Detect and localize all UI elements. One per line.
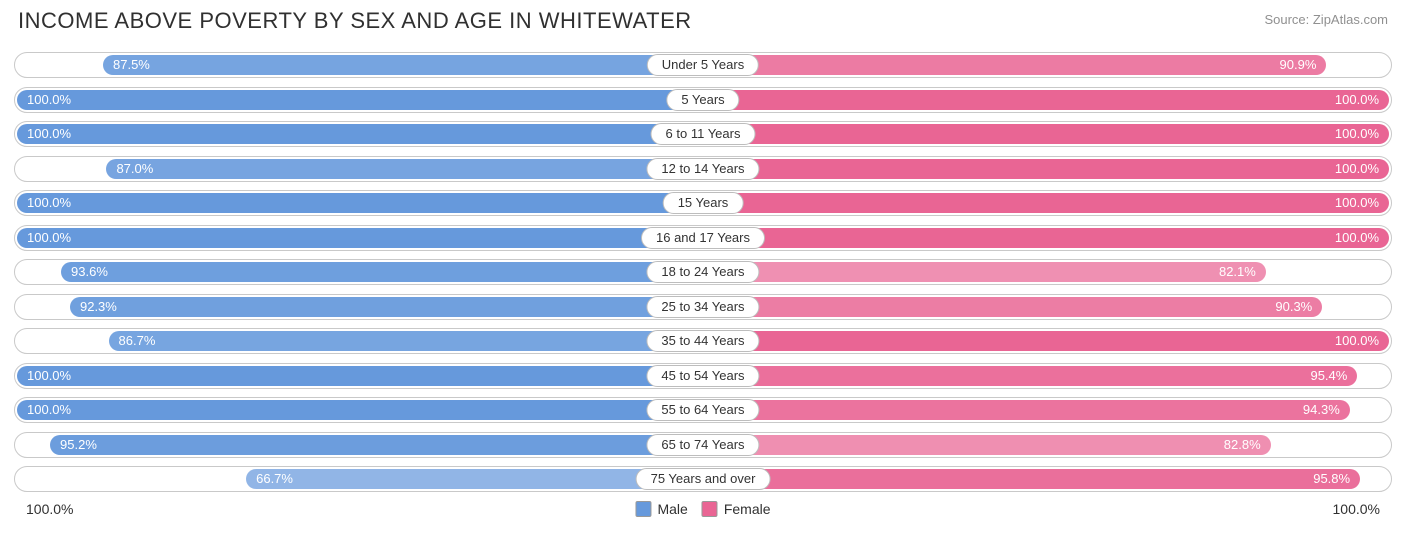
chart-row: 95.2%82.8%65 to 74 Years bbox=[14, 432, 1392, 458]
chart-row: 100.0%100.0%15 Years bbox=[14, 190, 1392, 216]
category-pill: 6 to 11 Years bbox=[651, 123, 756, 145]
legend-swatch bbox=[635, 501, 651, 517]
chart-title: INCOME ABOVE POVERTY BY SEX AND AGE IN W… bbox=[18, 8, 692, 34]
category-pill: 16 and 17 Years bbox=[641, 227, 765, 249]
female-value-label: 95.8% bbox=[703, 467, 1360, 491]
male-value-label: 100.0% bbox=[17, 191, 703, 215]
chart-row: 87.0%100.0%12 to 14 Years bbox=[14, 156, 1392, 182]
category-pill: 25 to 34 Years bbox=[646, 296, 759, 318]
chart-legend: Male Female bbox=[635, 501, 770, 517]
female-value-label: 100.0% bbox=[703, 157, 1389, 181]
chart-footer: 100.0% Male Female 100.0% bbox=[0, 501, 1406, 531]
category-pill: Under 5 Years bbox=[647, 54, 759, 76]
female-value-label: 100.0% bbox=[703, 226, 1389, 250]
female-value-label: 90.3% bbox=[703, 295, 1322, 319]
male-value-label: 95.2% bbox=[50, 433, 703, 457]
male-value-label: 87.5% bbox=[103, 53, 703, 77]
chart-row: 66.7%95.8%75 Years and over bbox=[14, 466, 1392, 492]
chart-row: 92.3%90.3%25 to 34 Years bbox=[14, 294, 1392, 320]
chart-row: 100.0%94.3%55 to 64 Years bbox=[14, 397, 1392, 423]
chart-row: 100.0%95.4%45 to 54 Years bbox=[14, 363, 1392, 389]
female-value-label: 82.8% bbox=[703, 433, 1271, 457]
legend-item: Male bbox=[635, 501, 687, 517]
female-value-label: 100.0% bbox=[703, 329, 1389, 353]
category-pill: 12 to 14 Years bbox=[646, 158, 759, 180]
chart-row: 100.0%100.0%16 and 17 Years bbox=[14, 225, 1392, 251]
legend-label: Male bbox=[657, 501, 687, 517]
category-pill: 5 Years bbox=[666, 89, 739, 111]
category-pill: 55 to 64 Years bbox=[646, 399, 759, 421]
male-value-label: 100.0% bbox=[17, 398, 703, 422]
chart-body: 87.5%90.9%Under 5 Years100.0%100.0%5 Yea… bbox=[0, 34, 1406, 492]
category-pill: 15 Years bbox=[663, 192, 744, 214]
male-value-label: 100.0% bbox=[17, 122, 703, 146]
male-value-label: 100.0% bbox=[17, 88, 703, 112]
chart-header: INCOME ABOVE POVERTY BY SEX AND AGE IN W… bbox=[0, 0, 1406, 34]
chart-source: Source: ZipAtlas.com bbox=[1264, 8, 1388, 27]
female-value-label: 95.4% bbox=[703, 364, 1357, 388]
female-value-label: 82.1% bbox=[703, 260, 1266, 284]
category-pill: 18 to 24 Years bbox=[646, 261, 759, 283]
female-value-label: 100.0% bbox=[703, 122, 1389, 146]
male-value-label: 100.0% bbox=[17, 364, 703, 388]
female-value-label: 100.0% bbox=[703, 191, 1389, 215]
chart-row: 100.0%100.0%6 to 11 Years bbox=[14, 121, 1392, 147]
male-value-label: 87.0% bbox=[106, 157, 703, 181]
chart-row: 87.5%90.9%Under 5 Years bbox=[14, 52, 1392, 78]
category-pill: 35 to 44 Years bbox=[646, 330, 759, 352]
category-pill: 65 to 74 Years bbox=[646, 434, 759, 456]
legend-swatch bbox=[702, 501, 718, 517]
legend-label: Female bbox=[724, 501, 771, 517]
female-value-label: 90.9% bbox=[703, 53, 1326, 77]
male-value-label: 86.7% bbox=[109, 329, 703, 353]
category-pill: 75 Years and over bbox=[636, 468, 771, 490]
chart-row: 86.7%100.0%35 to 44 Years bbox=[14, 328, 1392, 354]
chart-row: 93.6%82.1%18 to 24 Years bbox=[14, 259, 1392, 285]
male-value-label: 66.7% bbox=[246, 467, 703, 491]
female-value-label: 100.0% bbox=[703, 88, 1389, 112]
female-value-label: 94.3% bbox=[703, 398, 1350, 422]
axis-left-label: 100.0% bbox=[26, 501, 73, 517]
male-value-label: 100.0% bbox=[17, 226, 703, 250]
chart-row: 100.0%100.0%5 Years bbox=[14, 87, 1392, 113]
legend-item: Female bbox=[702, 501, 771, 517]
axis-right-label: 100.0% bbox=[1333, 501, 1380, 517]
category-pill: 45 to 54 Years bbox=[646, 365, 759, 387]
male-value-label: 92.3% bbox=[70, 295, 703, 319]
male-value-label: 93.6% bbox=[61, 260, 703, 284]
